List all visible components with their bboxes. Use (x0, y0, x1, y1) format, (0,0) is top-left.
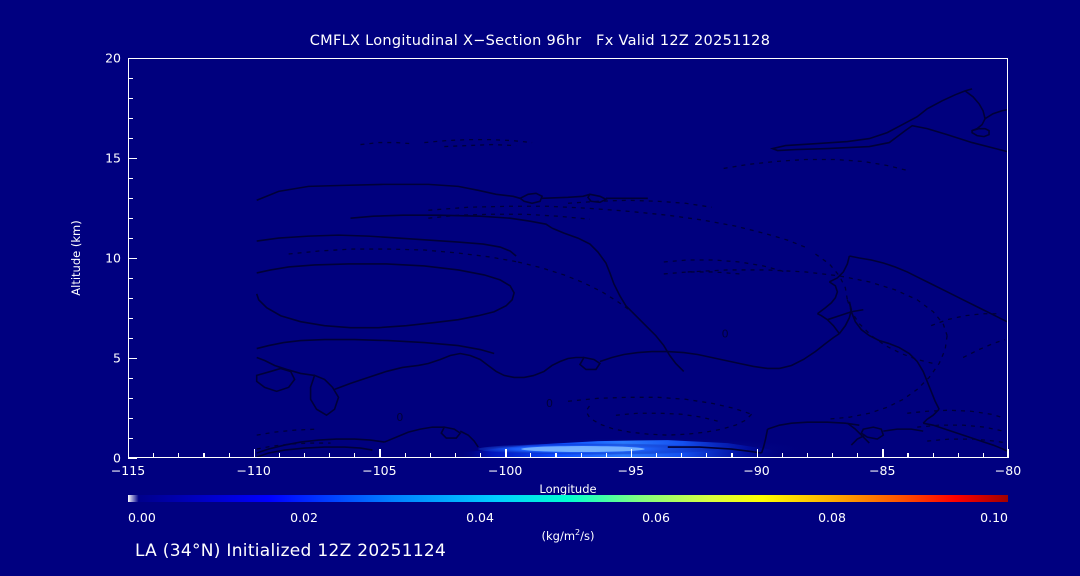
x-minor-tick (429, 453, 431, 458)
x-minor-tick (781, 453, 783, 458)
x-minor-tick (454, 453, 457, 458)
x-major-tick (379, 449, 381, 458)
x-minor-tick (806, 453, 809, 458)
x-major-tick (756, 449, 758, 458)
x-major-tick (882, 449, 884, 458)
colorbar-units-tail: /s) (580, 528, 595, 543)
colorbar-tick-label: 0.06 (642, 510, 670, 525)
y-minor-tick (128, 238, 133, 240)
x-minor-tick (278, 453, 281, 458)
y-major-tick (128, 458, 137, 460)
colorbar-tick-label: 0.04 (466, 510, 494, 525)
x-major-tick (630, 449, 633, 458)
y-tick-label: 20 (105, 50, 121, 66)
y-tick-label: 10 (105, 250, 121, 266)
y-minor-tick (128, 198, 133, 200)
x-minor-tick (681, 453, 683, 458)
contour-label-0b: 0 (546, 397, 553, 410)
y-minor-tick (128, 138, 133, 140)
x-tick-label: −100 (487, 463, 523, 478)
y-minor-tick (128, 318, 133, 320)
x-minor-tick (203, 453, 205, 458)
x-minor-tick (178, 453, 180, 458)
x-major-tick (253, 449, 256, 458)
colorbar-units-exponent: 2 (575, 528, 581, 537)
y-minor-tick (128, 218, 133, 220)
x-minor-tick (580, 453, 582, 458)
field-background (129, 59, 1007, 457)
x-minor-tick (605, 453, 607, 458)
x-tick-label: −115 (110, 463, 146, 478)
contour-label-0c: 0 (722, 328, 729, 341)
mass-flux-field: 0 0 0 -10 (129, 59, 1007, 457)
colorbar-tick-label: 0.02 (290, 510, 318, 525)
x-major-tick (1008, 449, 1010, 458)
x-major-tick (128, 449, 130, 458)
x-minor-tick (982, 453, 985, 458)
chart-title: CMFLX Longitudinal X−Section 96hr Fx Val… (309, 33, 771, 49)
x-tick-label: −95 (617, 463, 645, 478)
x-axis-label: Longitude (539, 482, 597, 496)
x-tick-label: −85 (869, 463, 896, 478)
x-minor-tick (907, 453, 909, 458)
x-minor-tick (957, 453, 959, 458)
colorbar-tick-label: 0.00 (128, 510, 156, 525)
plot-area: 0 0 0 -10 (128, 58, 1008, 458)
y-tick-label: 0 (113, 450, 121, 466)
y-minor-tick (128, 378, 133, 380)
zero-contours (255, 88, 1007, 457)
y-tick-label: 5 (113, 350, 121, 366)
colorbar-units-label: (kg/m2/s) (128, 528, 1008, 543)
y-minor-tick (128, 438, 133, 440)
x-minor-tick (656, 453, 658, 458)
y-major-tick (128, 358, 137, 360)
x-minor-tick (354, 453, 356, 458)
x-minor-tick (832, 453, 834, 458)
x-tick-label: −105 (362, 463, 397, 478)
y-minor-tick (128, 278, 133, 280)
negative-contours (256, 138, 1007, 450)
colorbar-tick-label: 0.08 (818, 510, 846, 525)
x-minor-tick (304, 453, 306, 458)
x-minor-tick (153, 453, 155, 458)
y-minor-tick (128, 178, 133, 180)
contour-label-0a: 0 (396, 411, 403, 424)
x-minor-tick (404, 453, 406, 458)
y-tick-label: 15 (105, 150, 121, 166)
colorbar-units-head: (kg/m (541, 528, 576, 543)
x-major-tick (505, 449, 507, 458)
x-minor-tick (555, 453, 557, 458)
x-minor-tick (228, 453, 230, 458)
y-minor-tick (128, 78, 133, 80)
x-tick-label: −110 (236, 463, 271, 478)
footer-caption: LA (34°N) Initialized 12Z 20251124 (135, 541, 447, 561)
y-minor-tick (128, 298, 133, 300)
y-minor-tick (128, 398, 133, 400)
x-tick-label: −80 (994, 463, 1022, 478)
x-minor-tick (731, 453, 733, 458)
surface-maximum (458, 440, 788, 457)
contour-labels: 0 0 0 -10 (396, 328, 729, 425)
colorbar-tick-label: 0.10 (980, 510, 1008, 525)
x-minor-tick (530, 453, 532, 458)
colorbar (128, 495, 1008, 502)
y-minor-tick (128, 418, 133, 420)
y-major-tick (128, 258, 137, 260)
x-minor-tick (932, 453, 934, 458)
x-minor-tick (857, 453, 859, 458)
y-major-tick (128, 58, 137, 60)
x-minor-tick (480, 453, 482, 458)
x-minor-tick (706, 453, 708, 458)
x-tick-label: −90 (743, 463, 770, 478)
y-minor-tick (128, 98, 133, 100)
y-minor-tick (128, 338, 133, 340)
x-minor-tick (329, 453, 331, 458)
y-minor-tick (128, 118, 133, 120)
y-axis-label: Altitude (km) (69, 220, 83, 296)
y-major-tick (128, 158, 137, 160)
colorbar-gradient (128, 495, 1008, 502)
